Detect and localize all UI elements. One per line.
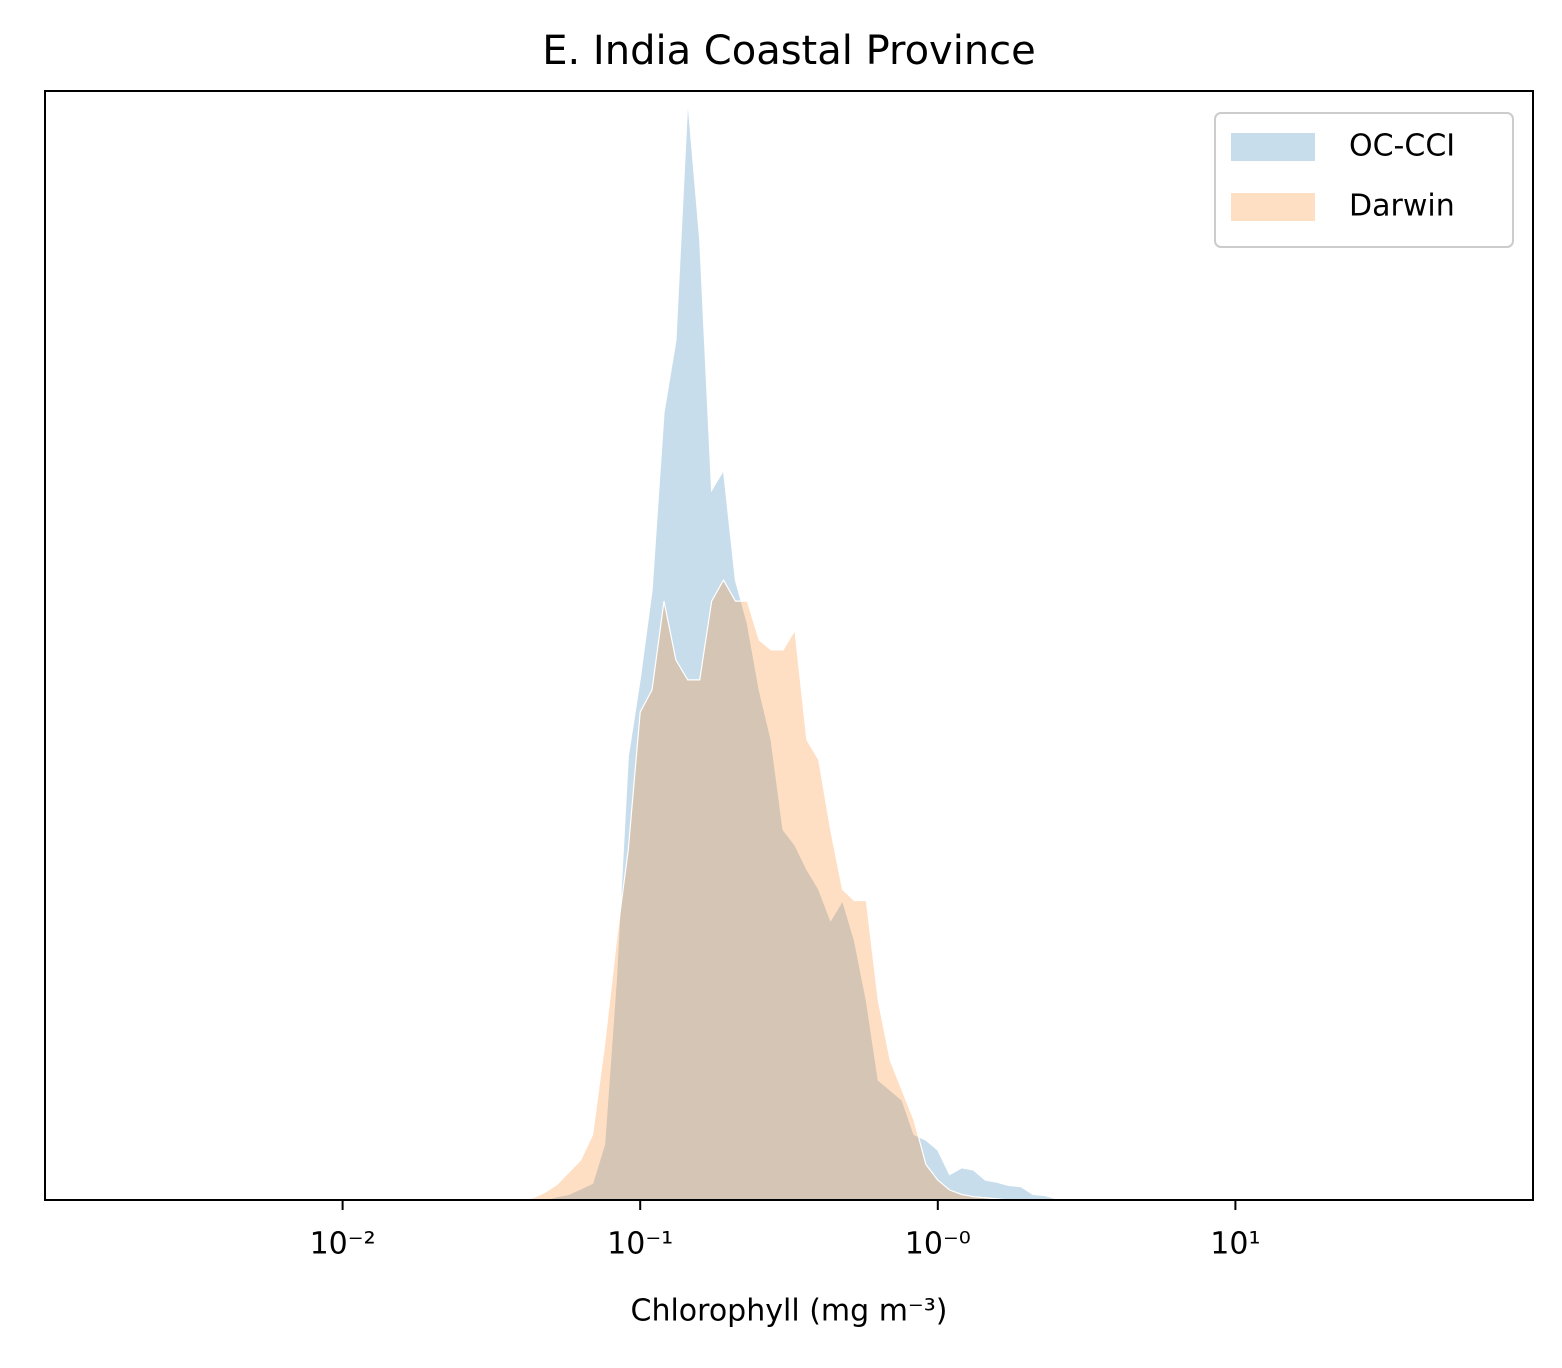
- plot-frame: [44, 90, 1534, 1201]
- area: [509, 99, 1105, 1201]
- chart-title: E. India Coastal Province: [542, 28, 1036, 74]
- legend-label: Darwin: [1349, 189, 1455, 224]
- x-axis-label: Chlorophyll (mg m⁻³): [631, 1294, 948, 1329]
- legend-swatch: [1231, 193, 1315, 221]
- x-tick-label: 10⁻⁰: [905, 1227, 971, 1262]
- legend-swatch: [1231, 133, 1315, 161]
- x-tick-label: 10¹: [1210, 1227, 1260, 1262]
- legend: OC-CCI Darwin: [1214, 112, 1514, 248]
- x-tick-label: 10⁻²: [310, 1227, 376, 1262]
- x-tick-label: 10⁻¹: [607, 1227, 673, 1262]
- area: [509, 578, 1105, 1201]
- legend-box: [1214, 112, 1514, 248]
- legend-label: OC-CCI: [1349, 129, 1455, 164]
